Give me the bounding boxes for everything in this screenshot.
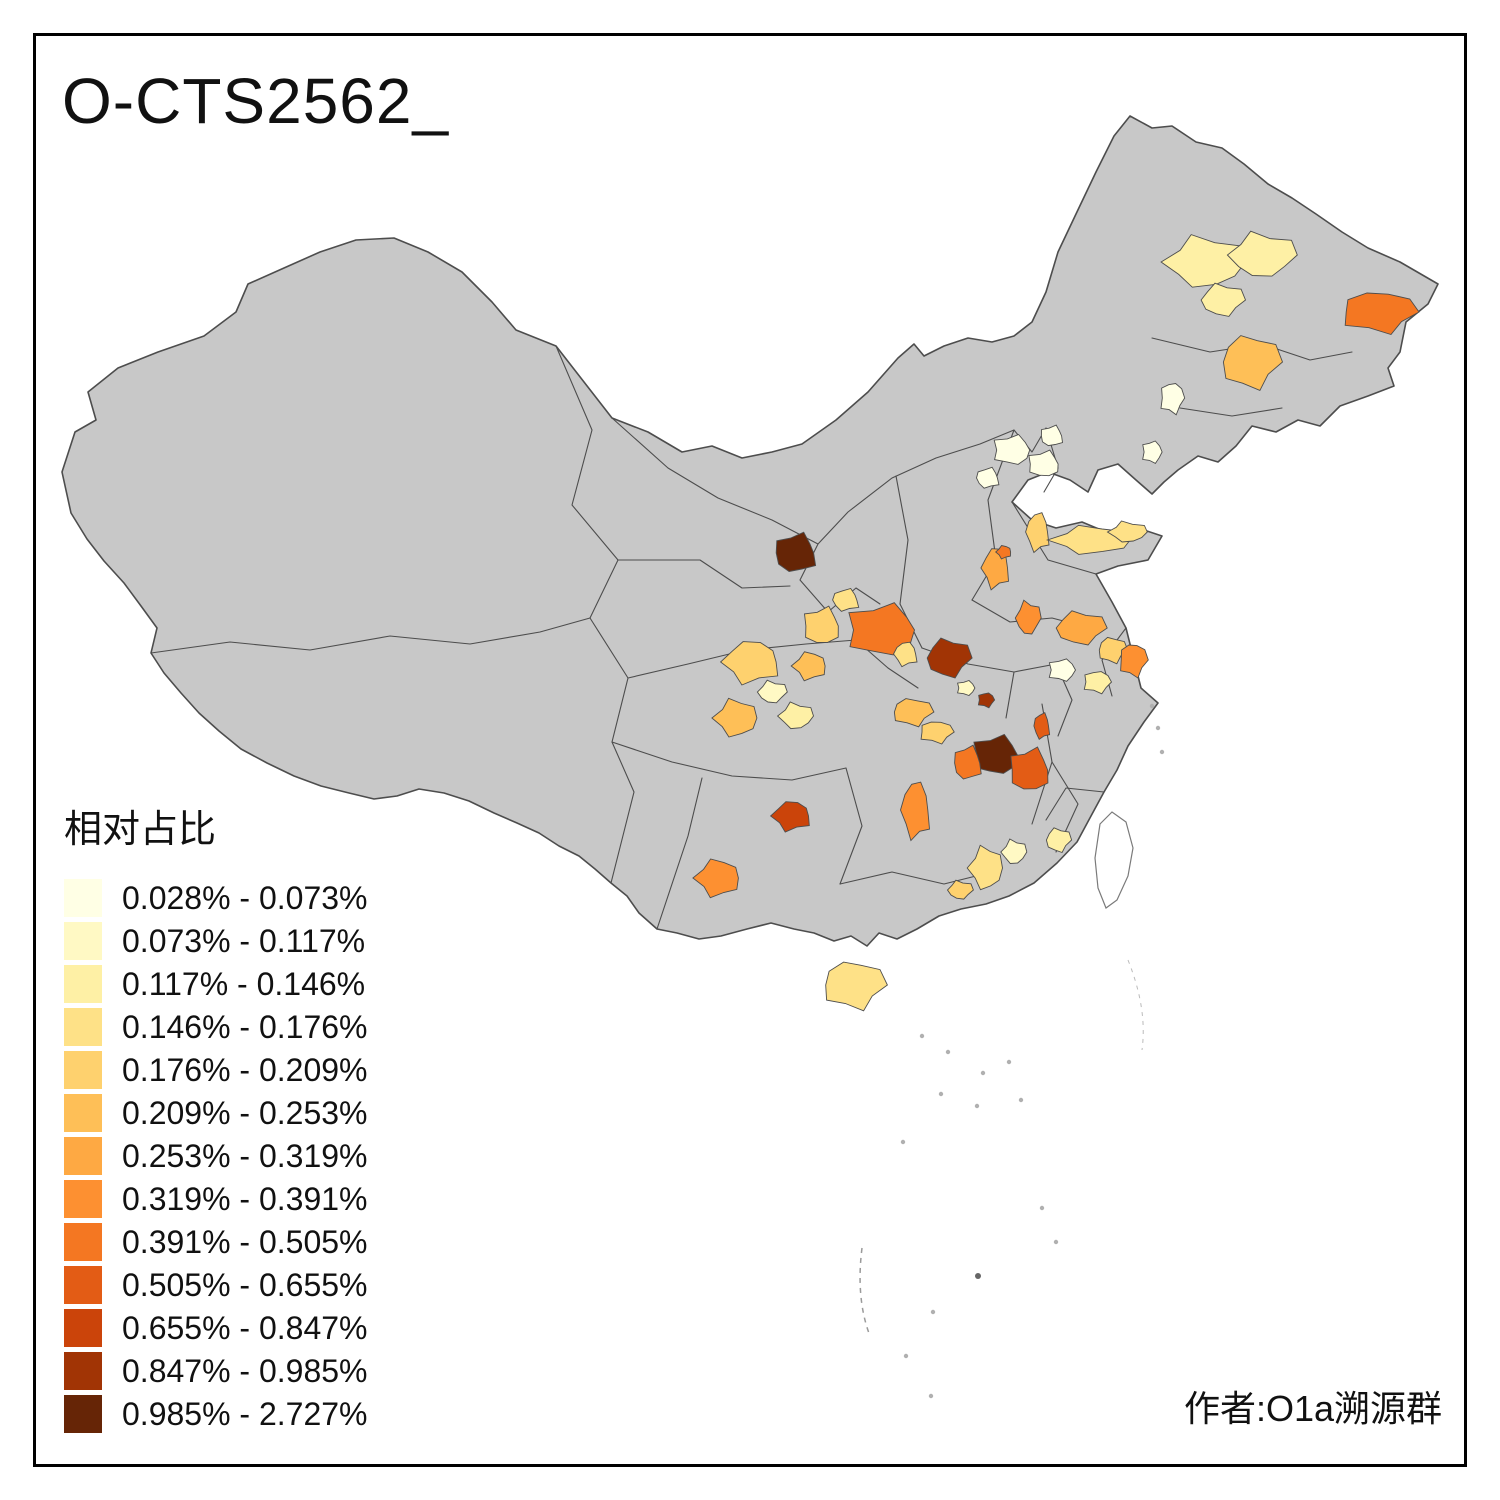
map-region [804,605,839,643]
map-region [946,879,974,900]
map-region [1160,383,1186,416]
china-outline [61,115,1439,947]
legend-row: 0.253% - 0.319% [64,1137,368,1175]
map-region [711,697,758,738]
legend-row: 0.073% - 0.117% [64,922,368,960]
map-region [1045,827,1073,854]
legend-swatch [64,1352,102,1390]
legend-row: 0.505% - 0.655% [64,1266,368,1304]
legend-label: 0.073% - 0.117% [122,922,366,959]
map-region [1098,636,1129,665]
map-region [1048,658,1077,682]
map-region [1083,671,1113,695]
map-region [1344,292,1420,336]
map-region [892,641,918,668]
legend-label: 0.655% - 0.847% [122,1309,368,1346]
map-region [790,651,826,682]
map-region [1000,838,1028,864]
map-region [977,692,996,709]
legend-row: 0.146% - 0.176% [64,1008,368,1046]
map-region [957,679,976,697]
map-region [1226,230,1298,277]
legend-swatch [64,1137,102,1175]
legend-swatch [64,1395,102,1433]
map-region [769,801,810,833]
map-region [954,744,982,780]
map-region [976,466,1000,489]
legend: 相对占比 0.028% - 0.073% 0.073% - 0.117% 0.117… [64,798,368,1438]
legend-label: 0.028% - 0.073% [122,879,368,916]
legend-row: 0.655% - 0.847% [64,1309,368,1347]
taiwan-island [1094,811,1134,909]
map-region [926,637,973,679]
map-region [995,544,1012,560]
map-region [1040,424,1063,447]
legend-label: 0.253% - 0.319% [122,1137,368,1174]
map-region [1025,512,1050,554]
legend-label: 0.117% - 0.146% [122,965,366,1002]
legend-row: 0.117% - 0.146% [64,965,368,1003]
map-region [1010,746,1049,790]
legend-row: 0.847% - 0.985% [64,1352,368,1390]
legend-swatch [64,965,102,1003]
map-region [893,698,935,728]
map-region [692,858,739,899]
map-region [1055,610,1108,646]
map-region [1028,449,1059,477]
legend-label: 0.319% - 0.391% [122,1180,368,1217]
legend-swatch [64,1223,102,1261]
legend-swatch [64,1180,102,1218]
map-region [1033,711,1051,740]
legend-row: 0.985% - 2.727% [64,1395,368,1433]
map-region [1200,282,1247,317]
legend-swatch [64,1051,102,1089]
map-region [920,721,955,745]
legend-row: 0.319% - 0.391% [64,1180,368,1218]
map-region [775,531,817,572]
map-region [1222,335,1284,391]
south-china-sea-islands [859,703,1165,1399]
legend-row: 0.209% - 0.253% [64,1094,368,1132]
legend-swatch [64,879,102,917]
map-region [1160,234,1247,288]
map-region [993,433,1031,465]
legend-label: 0.209% - 0.253% [122,1094,368,1131]
legend-label: 0.847% - 0.985% [122,1352,368,1389]
legend-title: 相对占比 [64,809,217,851]
map-region [966,844,1003,891]
map-region [756,679,788,704]
legend-label: 0.146% - 0.176% [122,1008,368,1045]
legend-swatch [64,922,102,960]
map-region [1120,644,1149,679]
legend-label: 0.985% - 2.727% [122,1395,368,1432]
map-region [1014,599,1042,635]
legend-label: 0.391% - 0.505% [122,1223,368,1260]
page-title: O-CTS2562_ [62,65,450,137]
legend-swatch [64,1094,102,1132]
legend-row: 0.176% - 0.209% [64,1051,368,1089]
attribution: 作者:O1a溯源群 [1183,1388,1442,1429]
legend-label: 0.176% - 0.209% [122,1051,368,1088]
map-region [1142,440,1163,464]
legend-row: 0.028% - 0.073% [64,879,368,917]
map-region [776,701,814,730]
legend-swatch [64,1008,102,1046]
map-region [900,781,930,842]
legend-row: 0.391% - 0.505% [64,1223,368,1261]
map-region [719,641,779,686]
legend-label: 0.505% - 0.655% [122,1266,368,1303]
map-region [1106,520,1148,543]
legend-swatch [64,1266,102,1304]
legend-items: 0.028% - 0.073% 0.073% - 0.117% 0.117% - 0… [64,879,368,1433]
map-regions [692,230,1420,1012]
map-region [825,961,888,1012]
legend-swatch [64,1309,102,1347]
map-region [832,587,860,612]
